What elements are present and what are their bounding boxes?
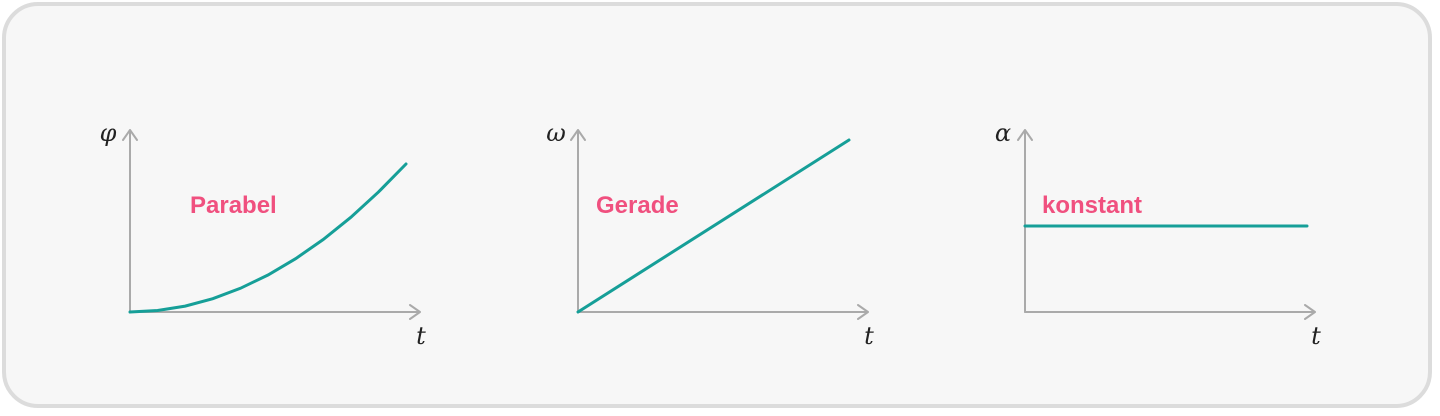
x-axis-label: t xyxy=(864,322,874,350)
series-line xyxy=(576,138,851,314)
chart-angle: φ t Parabel xyxy=(100,119,427,350)
x-axis xyxy=(577,304,869,320)
y-axis xyxy=(122,129,138,313)
curve-annotation: Gerade xyxy=(596,192,679,219)
x-axis-label: t xyxy=(416,322,426,350)
curve-annotation: Parabel xyxy=(190,192,277,219)
y-axis-label: α xyxy=(995,119,1011,147)
x-axis xyxy=(1024,304,1316,320)
y-axis xyxy=(570,129,586,313)
y-axis-label: ω xyxy=(546,119,566,147)
curve-annotation: konstant xyxy=(1042,192,1142,219)
x-axis-label: t xyxy=(1311,322,1321,350)
y-axis-label: φ xyxy=(100,119,117,147)
figure-card xyxy=(2,2,1432,408)
chart-angular-acceleration: α t konstant xyxy=(995,119,1321,350)
series-line xyxy=(128,162,408,314)
chart-angular-velocity: ω t Gerade xyxy=(546,119,874,350)
x-axis xyxy=(129,304,421,320)
y-axis xyxy=(1017,129,1033,313)
